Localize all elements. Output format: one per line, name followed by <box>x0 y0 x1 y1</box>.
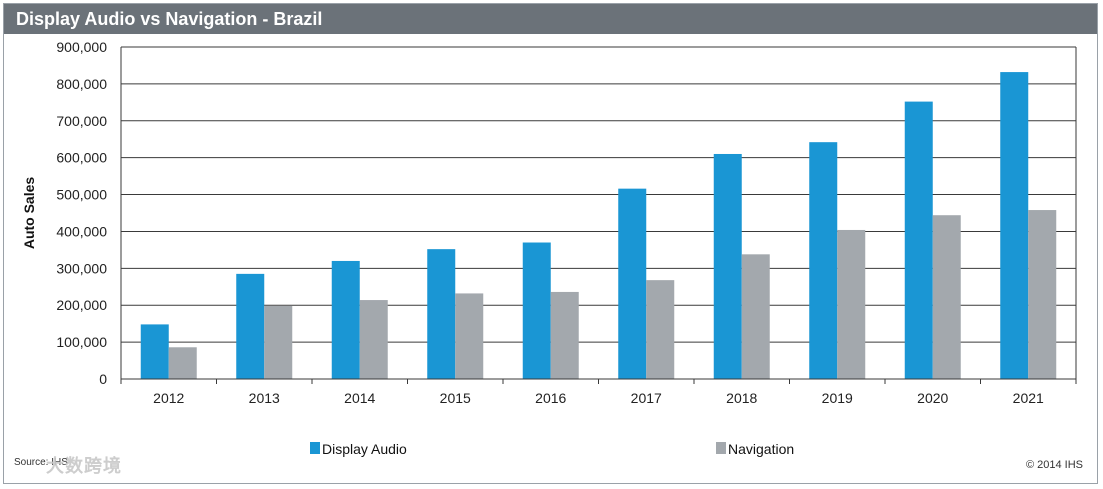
bar-display-audio-2015 <box>427 249 456 379</box>
x-tick-label: 2018 <box>726 390 757 406</box>
y-tick-label: 0 <box>99 371 107 387</box>
y-axis-label: Auto Sales <box>21 177 37 250</box>
source-note: Source: IHS <box>14 457 68 468</box>
legend-label-display-audio: Display Audio <box>322 441 407 457</box>
copyright-note: © 2014 IHS <box>1025 459 1083 471</box>
x-tick-label: 2012 <box>153 390 184 406</box>
y-tick-label: 900,000 <box>56 39 107 55</box>
title-bar: Display Audio vs Navigation - Brazil <box>4 4 1097 34</box>
bar-display-audio-2018 <box>713 153 742 379</box>
x-tick-label: 2014 <box>344 390 375 406</box>
x-tick-label: 2020 <box>917 390 948 406</box>
y-tick-label: 300,000 <box>56 260 107 276</box>
bar-navigation-2015 <box>455 293 484 379</box>
bar-display-audio-2020 <box>904 101 933 380</box>
bar-navigation-2012 <box>168 347 197 379</box>
x-tick-label: 2021 <box>1013 390 1044 406</box>
bar-navigation-2013 <box>264 305 293 379</box>
x-tick-label: 2013 <box>249 390 280 406</box>
x-tick-label: 2019 <box>822 390 853 406</box>
y-tick-label: 400,000 <box>56 223 107 239</box>
bar-display-audio-2013 <box>236 273 265 379</box>
bar-navigation-2014 <box>359 300 388 379</box>
bar-display-audio-2012 <box>140 324 169 379</box>
legend-swatch-display-audio <box>310 442 320 454</box>
y-tick-label: 100,000 <box>56 334 107 350</box>
x-tick-label: 2015 <box>440 390 471 406</box>
bar-navigation-2021 <box>1028 210 1057 379</box>
bar-navigation-2019 <box>837 229 866 379</box>
bar-display-audio-2019 <box>809 142 838 379</box>
bar-display-audio-2016 <box>522 242 551 379</box>
y-tick-label: 200,000 <box>56 297 107 313</box>
legend-label-navigation: Navigation <box>728 441 794 457</box>
legend-swatch-navigation <box>716 442 726 454</box>
chart-title: Display Audio vs Navigation - Brazil <box>16 9 323 29</box>
y-tick-label: 600,000 <box>56 150 107 166</box>
x-tick-label: 2016 <box>535 390 566 406</box>
bar-navigation-2020 <box>932 215 961 379</box>
bar-navigation-2016 <box>550 291 579 379</box>
bar-display-audio-2017 <box>618 188 647 379</box>
y-tick-label: 700,000 <box>56 113 107 129</box>
bar-navigation-2018 <box>741 254 770 379</box>
y-tick-label: 800,000 <box>56 76 107 92</box>
x-tick-label: 2017 <box>631 390 662 406</box>
bar-display-audio-2021 <box>1000 72 1029 379</box>
watermark: 大数跨境 <box>46 456 122 476</box>
y-tick-label: 500,000 <box>56 187 107 203</box>
bar-display-audio-2014 <box>331 260 360 379</box>
bar-navigation-2017 <box>646 280 675 379</box>
